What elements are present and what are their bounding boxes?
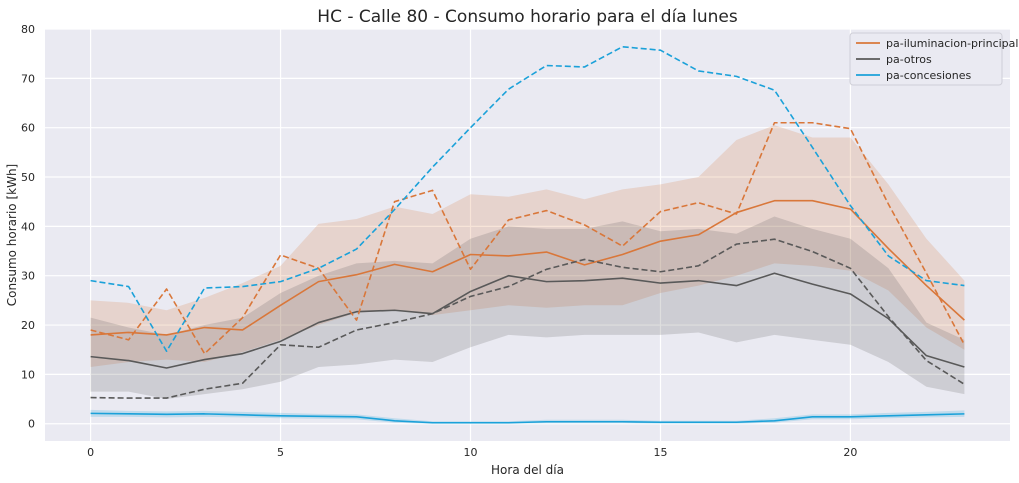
- series-line: [90, 412, 965, 424]
- plot-background: [45, 29, 1010, 441]
- legend-entry: pa-otros: [886, 53, 932, 66]
- x-axis-ticks: 0 5 10 15 20: [87, 446, 857, 459]
- confidence-band: [90, 216, 965, 400]
- series-lines: [90, 45, 966, 424]
- chart-title: HC - Calle 80 - Consumo horario para el …: [317, 7, 738, 27]
- y-tick-label: 30: [21, 270, 35, 283]
- series-line: [90, 238, 965, 399]
- series-line: [90, 272, 965, 369]
- x-tick-label: 5: [277, 446, 284, 459]
- legend: pa-iluminacion-principal pa-otros pa-conce…: [849, 32, 1018, 86]
- legend-box: [849, 32, 1003, 86]
- y-tick-label: 70: [21, 72, 35, 85]
- y-tick-label: 50: [21, 171, 35, 184]
- series-line: [90, 199, 965, 336]
- x-tick-label: 20: [843, 446, 857, 459]
- legend-entry: pa-iluminacion-principal: [886, 37, 1018, 50]
- y-tick-label: 60: [21, 122, 35, 135]
- x-tick-label: 10: [464, 446, 478, 459]
- y-tick-label: 20: [21, 319, 35, 332]
- series-line: [90, 45, 965, 352]
- y-tick-label: 80: [21, 23, 35, 36]
- x-tick-label: 15: [653, 446, 667, 459]
- confidence-band: [90, 409, 965, 424]
- series-line: [90, 121, 966, 355]
- y-tick-label: 10: [21, 368, 35, 381]
- x-tick-label: 0: [87, 446, 94, 459]
- confidence-bands: [90, 125, 965, 424]
- y-axis-ticks: 0 10 20 30 40 50 60 70 80: [21, 23, 35, 431]
- confidence-band: [90, 125, 965, 367]
- y-tick-label: 40: [21, 220, 35, 233]
- legend-entry: pa-concesiones: [886, 69, 972, 82]
- y-axis-label: Consumo horario [kWh]: [5, 164, 19, 306]
- x-axis-label: Hora del día: [491, 463, 564, 477]
- y-tick-label: 0: [28, 418, 35, 431]
